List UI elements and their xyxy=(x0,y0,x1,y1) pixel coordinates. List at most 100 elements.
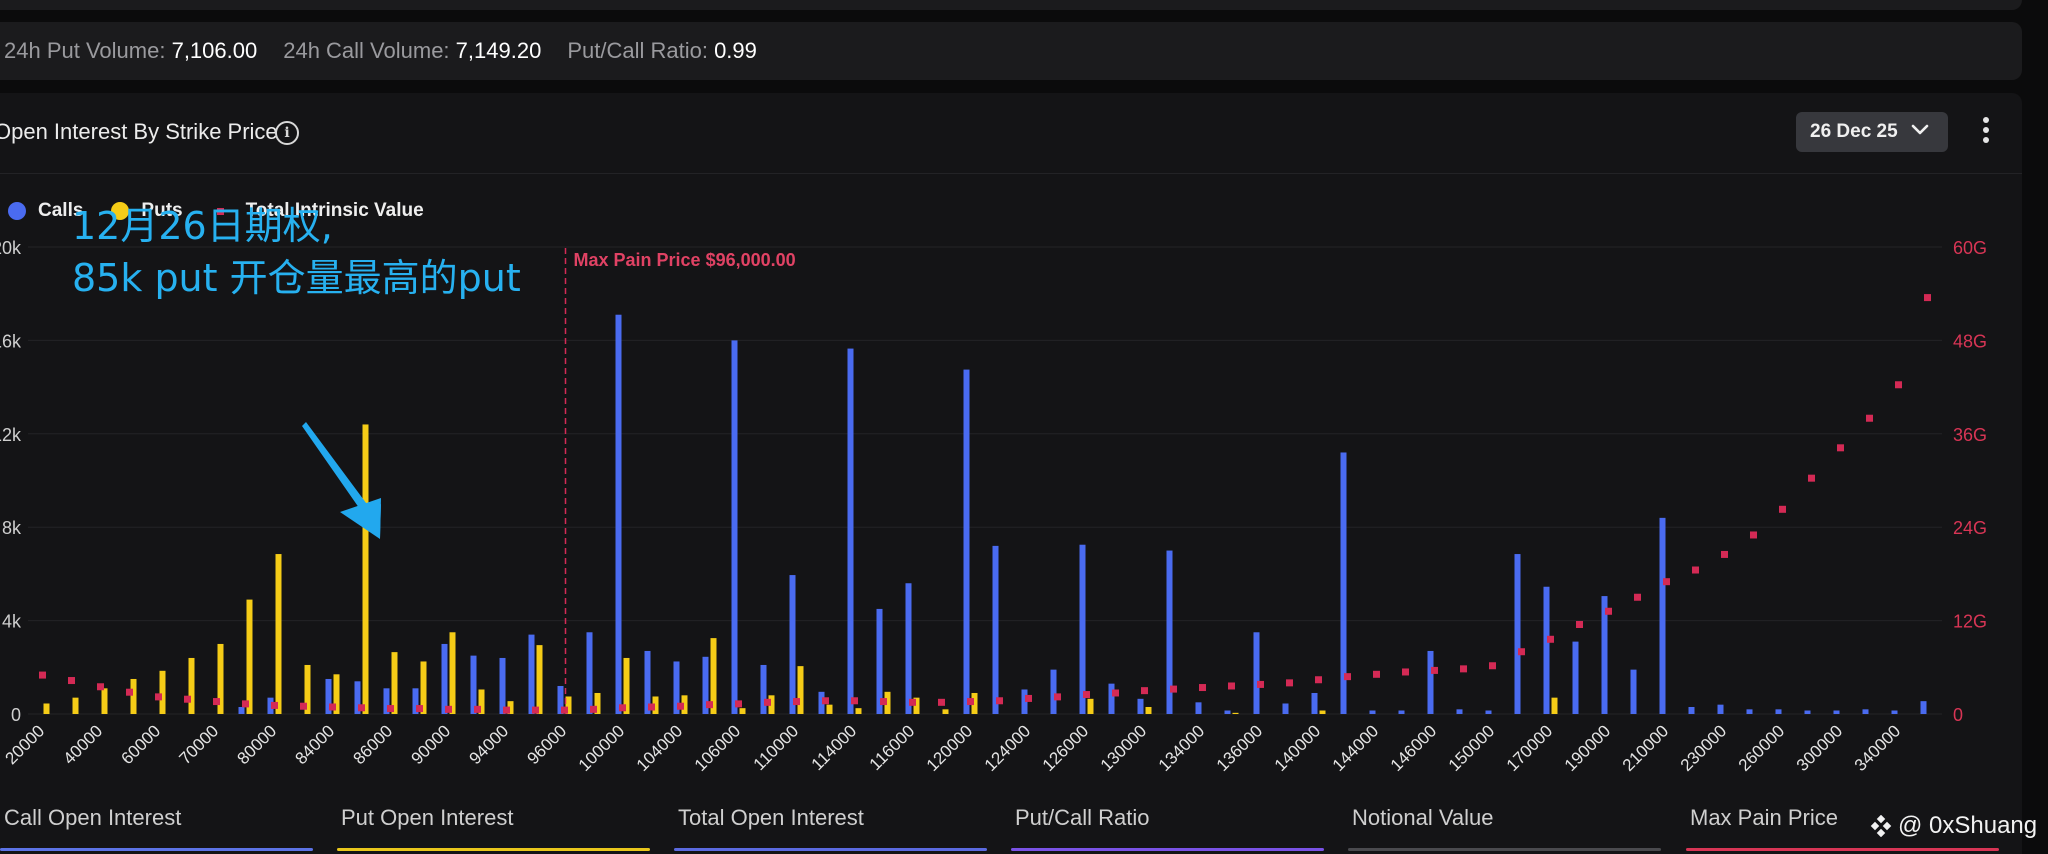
calls-bar xyxy=(1746,709,1753,714)
calls-bar xyxy=(499,657,506,714)
puts-bar xyxy=(884,691,891,714)
x-tick-label: 94000 xyxy=(465,721,512,768)
y-left-tick-label: 20k xyxy=(0,238,22,258)
more-options-icon[interactable] xyxy=(1980,117,1992,149)
calls-bar xyxy=(963,369,970,714)
intrinsic-value-point xyxy=(1257,680,1264,688)
legend-puts[interactable]: Puts xyxy=(111,200,183,222)
put-volume-value: 7,106.00 xyxy=(171,38,258,63)
x-tick-label: 260000 xyxy=(1735,721,1789,775)
watermark: @ 0xShuang xyxy=(1870,812,2037,840)
intrinsic-value-point xyxy=(1054,693,1061,701)
intrinsic-value-point xyxy=(416,705,423,713)
calls-bar xyxy=(702,656,709,714)
intrinsic-value-point xyxy=(1199,684,1206,692)
put-call-ratio-value: 0.99 xyxy=(714,38,757,63)
puts-bar xyxy=(43,703,50,714)
intrinsic-value-point xyxy=(1692,566,1699,574)
calls-bar xyxy=(1485,710,1492,714)
intrinsic-value-point xyxy=(938,698,945,706)
x-tick-label: 130000 xyxy=(1097,721,1151,775)
calls-bar xyxy=(644,650,651,714)
legend-calls[interactable]: Calls xyxy=(8,200,83,222)
calls-bar xyxy=(383,688,390,714)
x-tick-label: 110000 xyxy=(750,721,803,774)
calls-bar xyxy=(1543,586,1550,714)
calls-bar xyxy=(1311,692,1318,714)
tab-put-open-interest-label: Put Open Interest xyxy=(341,805,514,830)
puts-bar xyxy=(1551,697,1558,714)
calls-bar xyxy=(1920,701,1927,714)
intrinsic-value-point xyxy=(155,693,162,701)
y-right-tick-label: 36G xyxy=(1953,425,1987,445)
y-right-tick-label: 0 xyxy=(1953,705,1963,725)
x-tick-label: 40000 xyxy=(59,721,106,768)
puts-bar xyxy=(623,657,630,714)
x-tick-label: 100000 xyxy=(575,721,629,775)
y-left-tick-label: 16k xyxy=(0,331,22,351)
x-tick-label: 86000 xyxy=(349,721,396,768)
puts-bar xyxy=(797,666,804,714)
intrinsic-value-point xyxy=(1315,676,1322,684)
expiry-date-select[interactable]: 26 Dec 25 xyxy=(1796,112,1948,152)
puts-bar xyxy=(449,632,456,714)
calls-bar xyxy=(1195,702,1202,714)
x-tick-label: 134000 xyxy=(1155,721,1209,775)
legend-intrinsic[interactable]: Total Intrinsic Value xyxy=(211,200,424,222)
intrinsic-value-point xyxy=(97,683,104,691)
put-volume-label: 24h Put Volume: xyxy=(4,38,166,63)
tab-put-open-interest[interactable]: Put Open Interest xyxy=(337,805,650,851)
max-pain-label: Max Pain Price $96,000.00 xyxy=(574,250,796,270)
tab-put-call-ratio-label: Put/Call Ratio xyxy=(1015,805,1150,830)
calls-bar xyxy=(412,688,419,714)
x-tick-label: 126000 xyxy=(1039,721,1093,775)
calls-bar xyxy=(847,348,854,714)
y-right-tick-label: 48G xyxy=(1953,331,1987,351)
intrinsic-value-point xyxy=(1460,665,1467,673)
intrinsic-value-point xyxy=(1663,578,1670,586)
x-tick-label: 96000 xyxy=(523,721,570,768)
put-call-ratio-stat: Put/Call Ratio: 0.99 xyxy=(567,38,757,64)
intrinsic-value-point xyxy=(126,688,133,696)
calls-bar xyxy=(557,685,564,714)
calls-bar xyxy=(470,655,477,714)
calls-bar xyxy=(673,661,680,714)
puts-bar xyxy=(130,678,137,714)
expiry-date-value: 26 Dec 25 xyxy=(1810,121,1898,142)
calls-bar xyxy=(789,575,796,714)
puts-bar xyxy=(507,701,514,714)
calls-bar xyxy=(1804,710,1811,714)
x-tick-label: 170000 xyxy=(1503,721,1557,775)
intrinsic-value-point xyxy=(967,698,974,706)
intrinsic-value-point xyxy=(1721,550,1728,558)
intrinsic-value-point xyxy=(1779,505,1786,513)
tab-put-call-ratio[interactable]: Put/Call Ratio xyxy=(1011,805,1324,851)
puts-bar xyxy=(101,688,108,714)
tab-notional-value[interactable]: Notional Value xyxy=(1348,805,1661,851)
x-tick-label: 120000 xyxy=(923,721,977,775)
y-left-tick-label: 8k xyxy=(2,518,22,538)
calls-bar xyxy=(1862,709,1869,714)
x-tick-label: 104000 xyxy=(633,721,687,775)
legend-calls-label: Calls xyxy=(38,200,84,221)
puts-bar xyxy=(217,643,224,714)
puts-bar xyxy=(681,695,688,714)
puts-bar xyxy=(362,424,369,714)
intrinsic-value-point xyxy=(1634,593,1641,601)
call-volume-label: 24h Call Volume: xyxy=(283,38,450,63)
tab-max-pain-price[interactable]: Max Pain Price xyxy=(1686,805,1999,851)
tab-total-open-interest[interactable]: Total Open Interest xyxy=(674,805,987,851)
intrinsic-value-point xyxy=(1576,620,1583,628)
info-icon[interactable]: i xyxy=(275,121,299,145)
calls-bar xyxy=(1079,544,1086,714)
calls-bar xyxy=(1050,669,1057,714)
y-right-tick-label: 24G xyxy=(1953,518,1987,538)
put-call-ratio-label: Put/Call Ratio: xyxy=(567,38,708,63)
calls-bar xyxy=(992,545,999,714)
x-tick-label: 114000 xyxy=(808,721,861,774)
puts-bar xyxy=(188,657,195,714)
calls-bar xyxy=(238,706,245,714)
calls-bar xyxy=(586,632,593,714)
tab-call-open-interest[interactable]: Call Open Interest xyxy=(0,805,313,851)
